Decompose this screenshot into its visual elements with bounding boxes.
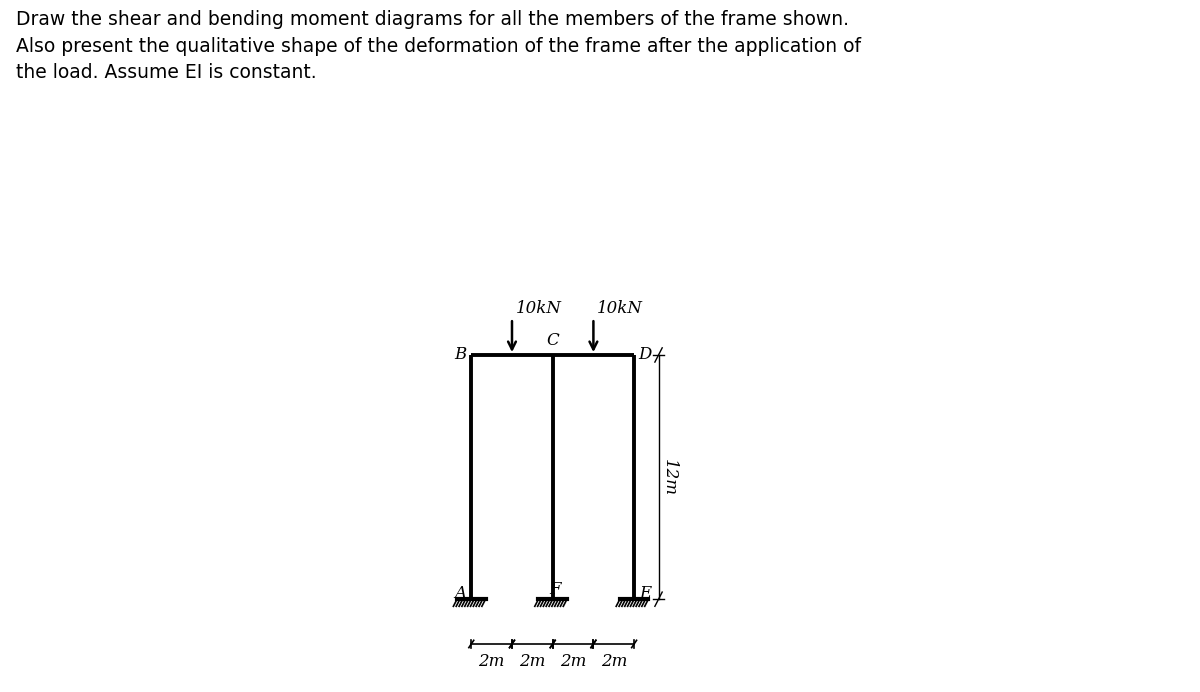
Text: Draw the shear and bending moment diagrams for all the members of the frame show: Draw the shear and bending moment diagra… — [16, 10, 860, 82]
Text: 2m: 2m — [520, 653, 546, 670]
Text: A: A — [454, 585, 466, 601]
Text: E: E — [640, 585, 652, 601]
Text: 10kN: 10kN — [516, 300, 562, 318]
Text: B: B — [454, 347, 467, 363]
Text: 10kN: 10kN — [598, 300, 643, 318]
Text: D: D — [638, 347, 652, 363]
Text: C: C — [546, 332, 559, 349]
Text: 2m: 2m — [560, 653, 587, 670]
Text: F: F — [548, 581, 560, 597]
Text: 2m: 2m — [479, 653, 505, 670]
Text: 12m: 12m — [661, 459, 678, 495]
Text: 2m: 2m — [600, 653, 626, 670]
